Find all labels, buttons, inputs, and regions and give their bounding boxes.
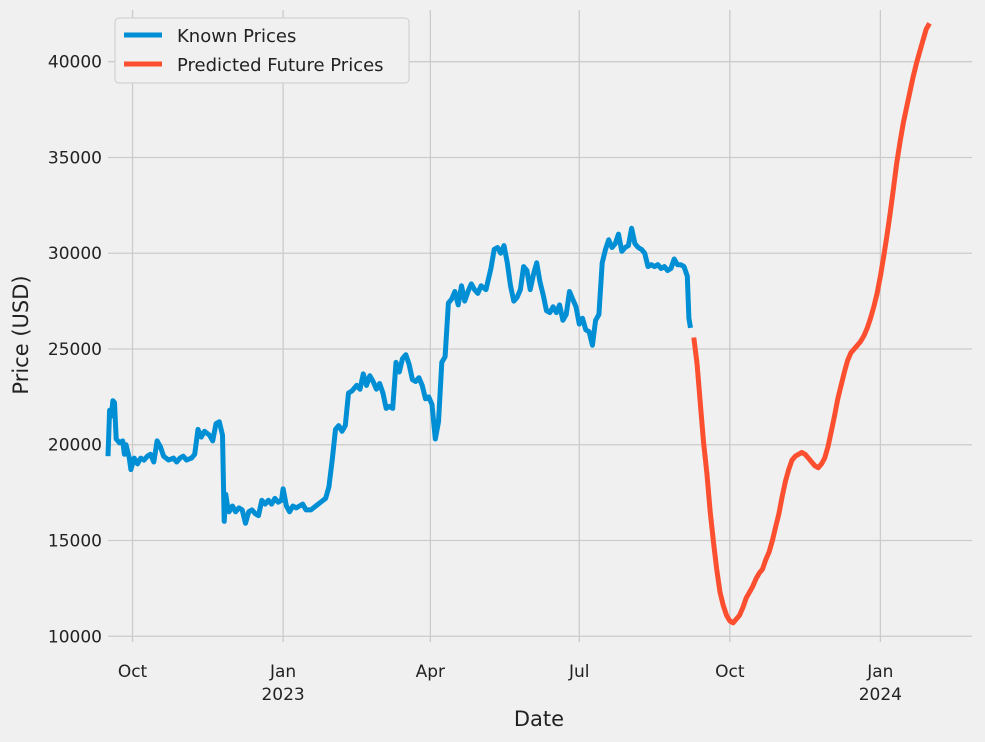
y-tick-label: 20000 xyxy=(48,436,102,456)
y-tick-label: 25000 xyxy=(48,340,102,360)
x-axis-label: Date xyxy=(514,707,564,731)
legend-label-known: Known Prices xyxy=(177,26,296,47)
x-tick-label: Apr xyxy=(416,662,445,682)
x-tick-sublabel: 2024 xyxy=(859,685,902,705)
y-tick-label: 40000 xyxy=(48,53,102,73)
x-tick-label: Jan xyxy=(269,662,296,682)
series-line-known xyxy=(105,225,693,526)
x-tick-label: Jan xyxy=(866,662,893,682)
y-tick-label: 15000 xyxy=(48,531,102,551)
y-tick-label: 30000 xyxy=(48,244,102,264)
axis-ticks: 10000 15000 20000 25000 30000 35000 40000 Oct Ja… xyxy=(48,53,902,705)
x-tick-label: Oct xyxy=(715,662,745,682)
series-layer xyxy=(105,22,932,626)
y-tick-label: 10000 xyxy=(48,627,102,647)
y-tick-label: 35000 xyxy=(48,148,102,168)
legend-box xyxy=(114,17,410,84)
y-axis-label: Price (USD) xyxy=(9,275,33,394)
x-tick-sublabel: 2023 xyxy=(261,685,304,705)
legend-label-predicted: Predicted Future Prices xyxy=(177,55,384,76)
x-tick-label: Jul xyxy=(568,662,590,682)
legend: Known Prices Predicted Future Prices xyxy=(114,17,410,84)
grid-lines xyxy=(108,10,972,642)
series-line-predicted xyxy=(691,22,932,626)
x-tick-label: Oct xyxy=(118,662,148,682)
